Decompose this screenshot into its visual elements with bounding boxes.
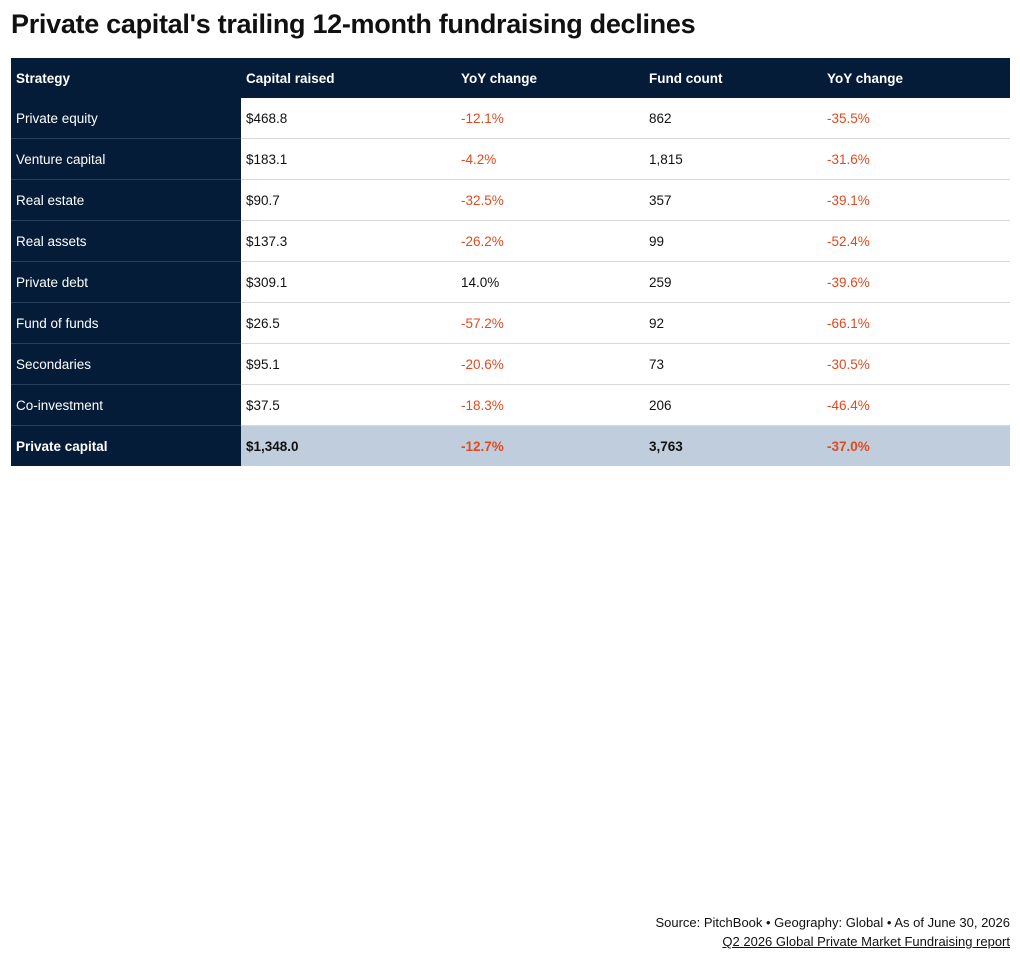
fundraising-table: Strategy Capital raised YoY change Fund …: [11, 58, 1010, 466]
cell-capital-yoy: 14.0%: [456, 261, 644, 303]
column-header-capital-yoy: YoY change: [456, 58, 644, 98]
cell-capital-yoy: -18.3%: [456, 384, 644, 426]
table-row: Venture capital $183.1 -4.2% 1,815 -31.6%: [11, 138, 1010, 180]
table-row: Fund of funds $26.5 -57.2% 92 -66.1%: [11, 302, 1010, 344]
chart-title: Private capital's trailing 12-month fund…: [11, 9, 696, 39]
cell-fund-count: 357: [644, 179, 822, 221]
cell-strategy: Private equity: [11, 98, 241, 139]
cell-strategy: Venture capital: [11, 138, 241, 180]
cell-capital-raised: $468.8: [241, 98, 456, 139]
cell-count-yoy: -30.5%: [822, 343, 1010, 385]
cell-capital-yoy: -32.5%: [456, 179, 644, 221]
cell-capital-raised: $1,348.0: [241, 425, 456, 466]
cell-fund-count: 862: [644, 98, 822, 139]
table-row: Co-investment $37.5 -18.3% 206 -46.4%: [11, 384, 1010, 426]
cell-capital-raised: $95.1: [241, 343, 456, 385]
cell-fund-count: 3,763: [644, 425, 822, 466]
cell-capital-raised: $37.5: [241, 384, 456, 426]
cell-strategy: Co-investment: [11, 384, 241, 426]
cell-count-yoy: -52.4%: [822, 220, 1010, 262]
cell-capital-yoy: -12.7%: [456, 425, 644, 466]
cell-count-yoy: -39.1%: [822, 179, 1010, 221]
cell-fund-count: 259: [644, 261, 822, 303]
cell-capital-yoy: -20.6%: [456, 343, 644, 385]
report-link[interactable]: Q2 2026 Global Private Market Fundraisin…: [722, 934, 1010, 949]
cell-capital-yoy: -4.2%: [456, 138, 644, 180]
table-row: Private equity $468.8 -12.1% 862 -35.5%: [11, 98, 1010, 139]
table-row: Real assets $137.3 -26.2% 99 -52.4%: [11, 220, 1010, 262]
footer: Source: PitchBook • Geography: Global • …: [655, 913, 1010, 951]
cell-capital-yoy: -12.1%: [456, 98, 644, 139]
cell-capital-yoy: -26.2%: [456, 220, 644, 262]
cell-count-yoy: -66.1%: [822, 302, 1010, 344]
cell-capital-raised: $90.7: [241, 179, 456, 221]
cell-capital-raised: $137.3: [241, 220, 456, 262]
cell-count-yoy: -39.6%: [822, 261, 1010, 303]
column-header-capital-raised: Capital raised: [241, 58, 456, 98]
table-body: Private equity $468.8 -12.1% 862 -35.5% Ventu…: [11, 98, 1010, 466]
cell-fund-count: 99: [644, 220, 822, 262]
cell-count-yoy: -46.4%: [822, 384, 1010, 426]
cell-fund-count: 206: [644, 384, 822, 426]
column-header-count-yoy: YoY change: [822, 58, 1010, 98]
cell-fund-count: 1,815: [644, 138, 822, 180]
cell-fund-count: 92: [644, 302, 822, 344]
source-note: Source: PitchBook • Geography: Global • …: [655, 915, 1010, 930]
cell-count-yoy: -37.0%: [822, 425, 1010, 466]
cell-capital-yoy: -57.2%: [456, 302, 644, 344]
cell-strategy: Private capital: [11, 425, 241, 466]
cell-strategy: Real assets: [11, 220, 241, 262]
cell-capital-raised: $26.5: [241, 302, 456, 344]
cell-count-yoy: -35.5%: [822, 98, 1010, 139]
cell-capital-raised: $309.1: [241, 261, 456, 303]
cell-fund-count: 73: [644, 343, 822, 385]
table-total-row: Private capital $1,348.0 -12.7% 3,763 -37.0%: [11, 425, 1010, 466]
cell-strategy: Fund of funds: [11, 302, 241, 344]
cell-capital-raised: $183.1: [241, 138, 456, 180]
table-row: Secondaries $95.1 -20.6% 73 -30.5%: [11, 343, 1010, 385]
column-header-fund-count: Fund count: [644, 58, 822, 98]
cell-strategy: Private debt: [11, 261, 241, 303]
table-header-row: Strategy Capital raised YoY change Fund …: [11, 58, 1010, 98]
cell-strategy: Secondaries: [11, 343, 241, 385]
table-row: Private debt $309.1 14.0% 259 -39.6%: [11, 261, 1010, 303]
cell-count-yoy: -31.6%: [822, 138, 1010, 180]
cell-strategy: Real estate: [11, 179, 241, 221]
column-header-strategy: Strategy: [11, 58, 241, 98]
table-row: Real estate $90.7 -32.5% 357 -39.1%: [11, 179, 1010, 221]
